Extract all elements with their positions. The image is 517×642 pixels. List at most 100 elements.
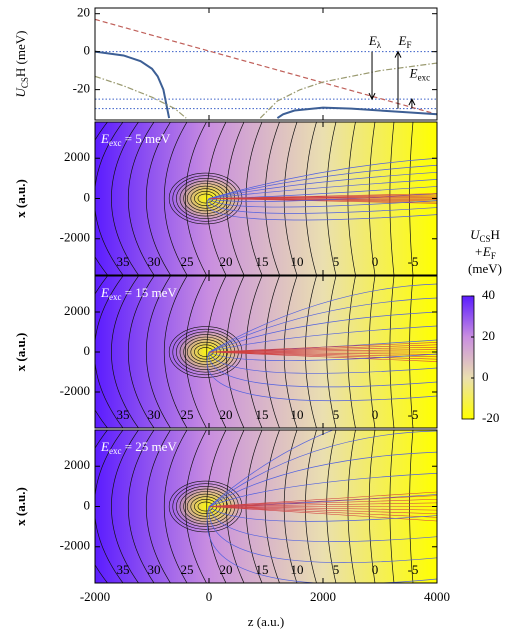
contour-label: 10 (291, 254, 304, 269)
y-tick-label: 2000 (64, 457, 90, 472)
y-tick-label: 2000 (64, 149, 90, 164)
contour-line (95, 122, 124, 275)
panel: 35 30 25 20 15 10 5 0 -5 Eexc = 25 meV x (a.u.) -20… (13, 429, 450, 629)
x-tick-label: 2000 (310, 589, 336, 604)
contour-label: 15 (256, 407, 269, 422)
contour-label: 25 (180, 254, 193, 269)
contour-label: 25 (180, 407, 193, 422)
y-tick-label: 0 (84, 189, 91, 204)
trajectory (208, 506, 437, 515)
contour-line (185, 276, 207, 428)
contour-line (185, 122, 207, 275)
contour-label: 5 (333, 407, 340, 422)
trajectory (208, 451, 437, 507)
y-tick-label: 2000 (64, 303, 90, 318)
trajectory (206, 198, 437, 221)
x-axis-label: z (a.u.) (248, 614, 284, 629)
y-tick-label: -2000 (60, 230, 90, 245)
contour-label: 30 (147, 254, 160, 269)
contour-label: -5 (408, 562, 419, 577)
y-tick-label: -2000 (60, 538, 90, 553)
trajectory (208, 198, 437, 214)
panel-title-sub: exc (109, 292, 122, 302)
contour-label: -5 (408, 407, 419, 422)
contour-line (111, 276, 139, 428)
trajectory (208, 351, 437, 358)
trajectory (208, 506, 437, 542)
plot-area (95, 276, 437, 428)
y-axis-label-rest: H (meV) (13, 31, 28, 78)
contour-line (206, 276, 227, 428)
y-axis-label: x (a.u.) (13, 487, 28, 526)
annotation-label-base: E (409, 65, 418, 80)
panel-title: Eexc = 25 meV (100, 439, 177, 456)
y-axis-label-base: U (13, 86, 28, 97)
colorbar-label-base: U (470, 227, 481, 242)
trajectory (206, 506, 437, 583)
annotation-label: Eλ (368, 33, 382, 50)
line-series (95, 18, 437, 115)
panel: 35 30 25 20 15 10 5 0 -5 Eexc = 5 meV x (a.u.) -200… (13, 121, 438, 276)
trajectory (208, 297, 437, 353)
panel-title-base: E (100, 131, 109, 146)
y-axis-label: UCSH (meV) (13, 31, 30, 98)
colorbar-label-sub: CS (479, 234, 490, 244)
trajectory (208, 344, 437, 353)
arrow-head (408, 98, 416, 106)
contour-label: 20 (219, 254, 232, 269)
contour-label: 20 (219, 562, 232, 577)
trajectory (208, 495, 437, 507)
x-tick-label: 0 (206, 589, 213, 604)
contour-label: -5 (408, 254, 419, 269)
y-axis-label-sub: CS (20, 77, 30, 88)
trajectory (208, 351, 437, 360)
x-tick-label: 4000 (424, 589, 450, 604)
trajectory (208, 430, 437, 507)
colorbar-label-base: +E (474, 244, 491, 259)
contour-label: 10 (291, 407, 304, 422)
contour-label: 35 (116, 407, 129, 422)
trajectory (208, 325, 437, 353)
colorbar-tick-label: -20 (482, 410, 499, 425)
colorbar-label-rest: (meV) (468, 261, 502, 276)
colorbar-label: UCSH (470, 227, 500, 244)
y-axis-label: x (a.u.) (13, 333, 28, 372)
contour-label: 15 (256, 254, 269, 269)
y-tick-label: -2000 (60, 383, 90, 398)
contour-line (206, 430, 227, 583)
trajectory (208, 498, 437, 507)
y-tick-label: 20 (77, 5, 90, 20)
trajectory (208, 351, 437, 355)
axes-frame (94, 7, 438, 121)
y-tick-label: 0 (84, 343, 91, 358)
trajectory (208, 502, 437, 507)
y-axis-label: x (a.u.) (13, 179, 28, 218)
contour-label: 30 (147, 562, 160, 577)
contour-label: 20 (219, 407, 232, 422)
trajectory (208, 346, 437, 353)
contour-label: 35 (116, 562, 129, 577)
trajectory (208, 171, 437, 199)
plot-area (95, 122, 437, 275)
y-tick-label: -20 (73, 81, 90, 96)
trajectory (208, 342, 437, 353)
annotation-label-sub: F (406, 40, 411, 50)
contour-line (163, 430, 188, 583)
annotation-label-sub: λ (377, 40, 382, 50)
trajectory (208, 506, 437, 522)
contour-line (127, 276, 155, 428)
panel-title: Eexc = 15 meV (100, 285, 177, 302)
annotation-label: EF (398, 33, 412, 50)
plot-area (95, 430, 437, 583)
arrow-head (368, 92, 376, 101)
annotation-label-base: E (398, 33, 407, 48)
panel-title-rest: = 5 meV (121, 131, 170, 146)
contour-line (145, 276, 171, 428)
trajectory (208, 349, 437, 353)
annotation-label: Eexc (409, 65, 430, 82)
trajectory (208, 157, 437, 199)
contour-line (185, 430, 207, 583)
panel-title: Eexc = 5 meV (100, 131, 171, 148)
